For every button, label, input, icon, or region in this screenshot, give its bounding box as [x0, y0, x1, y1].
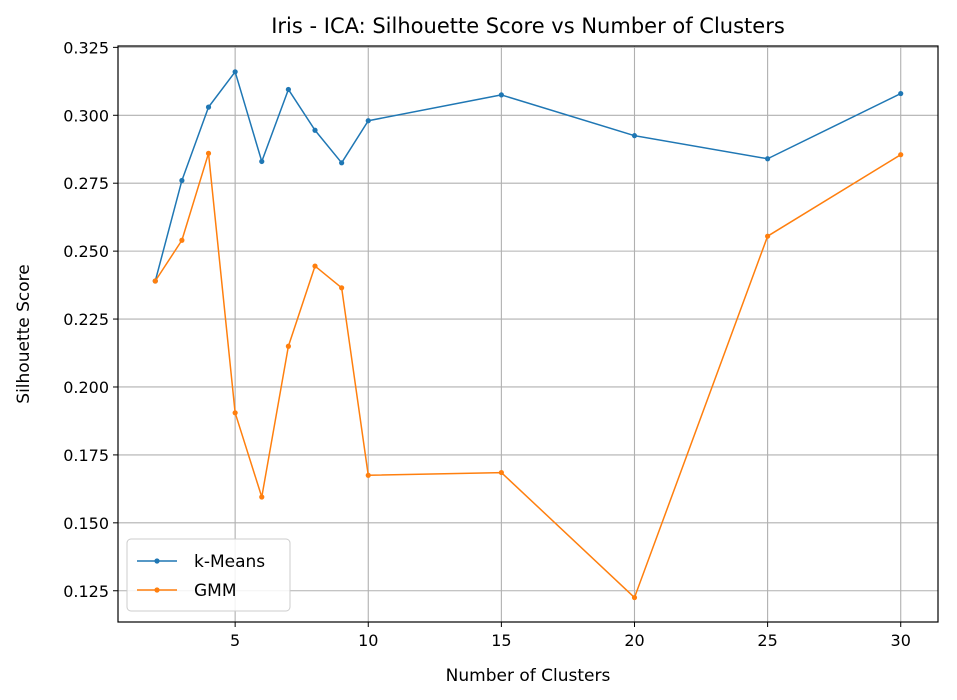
data-point	[365, 118, 371, 124]
x-tick-label: 30	[891, 631, 911, 650]
plot-frame	[117, 45, 939, 623]
legend-marker	[154, 558, 160, 564]
data-point	[339, 160, 345, 166]
grid	[118, 46, 938, 622]
data-point	[365, 472, 371, 478]
data-point	[498, 92, 504, 98]
data-point	[259, 158, 265, 165]
y-tick-label: 0.200	[63, 378, 109, 397]
data-point	[498, 469, 504, 476]
data-point	[179, 237, 185, 243]
y-tick-label: 0.225	[63, 310, 109, 329]
y-tick-label: 0.150	[63, 514, 109, 533]
y-tick-label: 0.125	[63, 582, 109, 601]
legend-label: GMM	[194, 581, 237, 601]
data-point	[285, 343, 291, 349]
y-tick-label: 0.175	[63, 446, 109, 465]
x-tick-label: 5	[230, 631, 240, 650]
x-tick-label: 25	[757, 631, 777, 650]
data-point	[179, 177, 185, 184]
data-point	[312, 263, 318, 269]
data-point	[898, 152, 904, 158]
legend-label: k-Means	[194, 552, 265, 572]
y-tick-label: 0.300	[63, 106, 109, 125]
legend-box	[126, 538, 291, 612]
data-point	[312, 127, 318, 133]
y-tick-label: 0.275	[63, 174, 109, 193]
data-point	[205, 150, 212, 156]
data-point	[898, 90, 904, 97]
data-point	[232, 69, 238, 75]
y-tick-label: 0.325	[63, 38, 109, 57]
data-point	[765, 233, 771, 239]
legend: k-Means GMM	[126, 538, 291, 612]
data-point	[285, 86, 291, 93]
x-tick-label: 10	[358, 631, 378, 650]
data-point	[631, 594, 638, 601]
legend-marker	[154, 587, 160, 593]
series-layer	[152, 69, 904, 601]
x-axis-label: Number of Clusters	[446, 666, 611, 686]
x-tick-label: 15	[491, 631, 511, 650]
ticks: 5 10 15 20 25 30 0.125 0.150 0.175 0.200 0.225 0.25…	[63, 38, 911, 650]
data-point	[765, 156, 771, 162]
data-point	[152, 278, 158, 284]
y-axis-label: Silhouette Score	[14, 264, 34, 403]
data-point	[631, 133, 638, 139]
chart-title: Iris - ICA: Silhouette Score vs Number o…	[271, 14, 785, 38]
data-point	[339, 285, 345, 291]
y-tick-label: 0.250	[63, 242, 109, 261]
data-point	[205, 104, 212, 110]
data-point	[259, 494, 265, 500]
data-point	[232, 410, 238, 416]
x-tick-label: 20	[624, 631, 644, 650]
